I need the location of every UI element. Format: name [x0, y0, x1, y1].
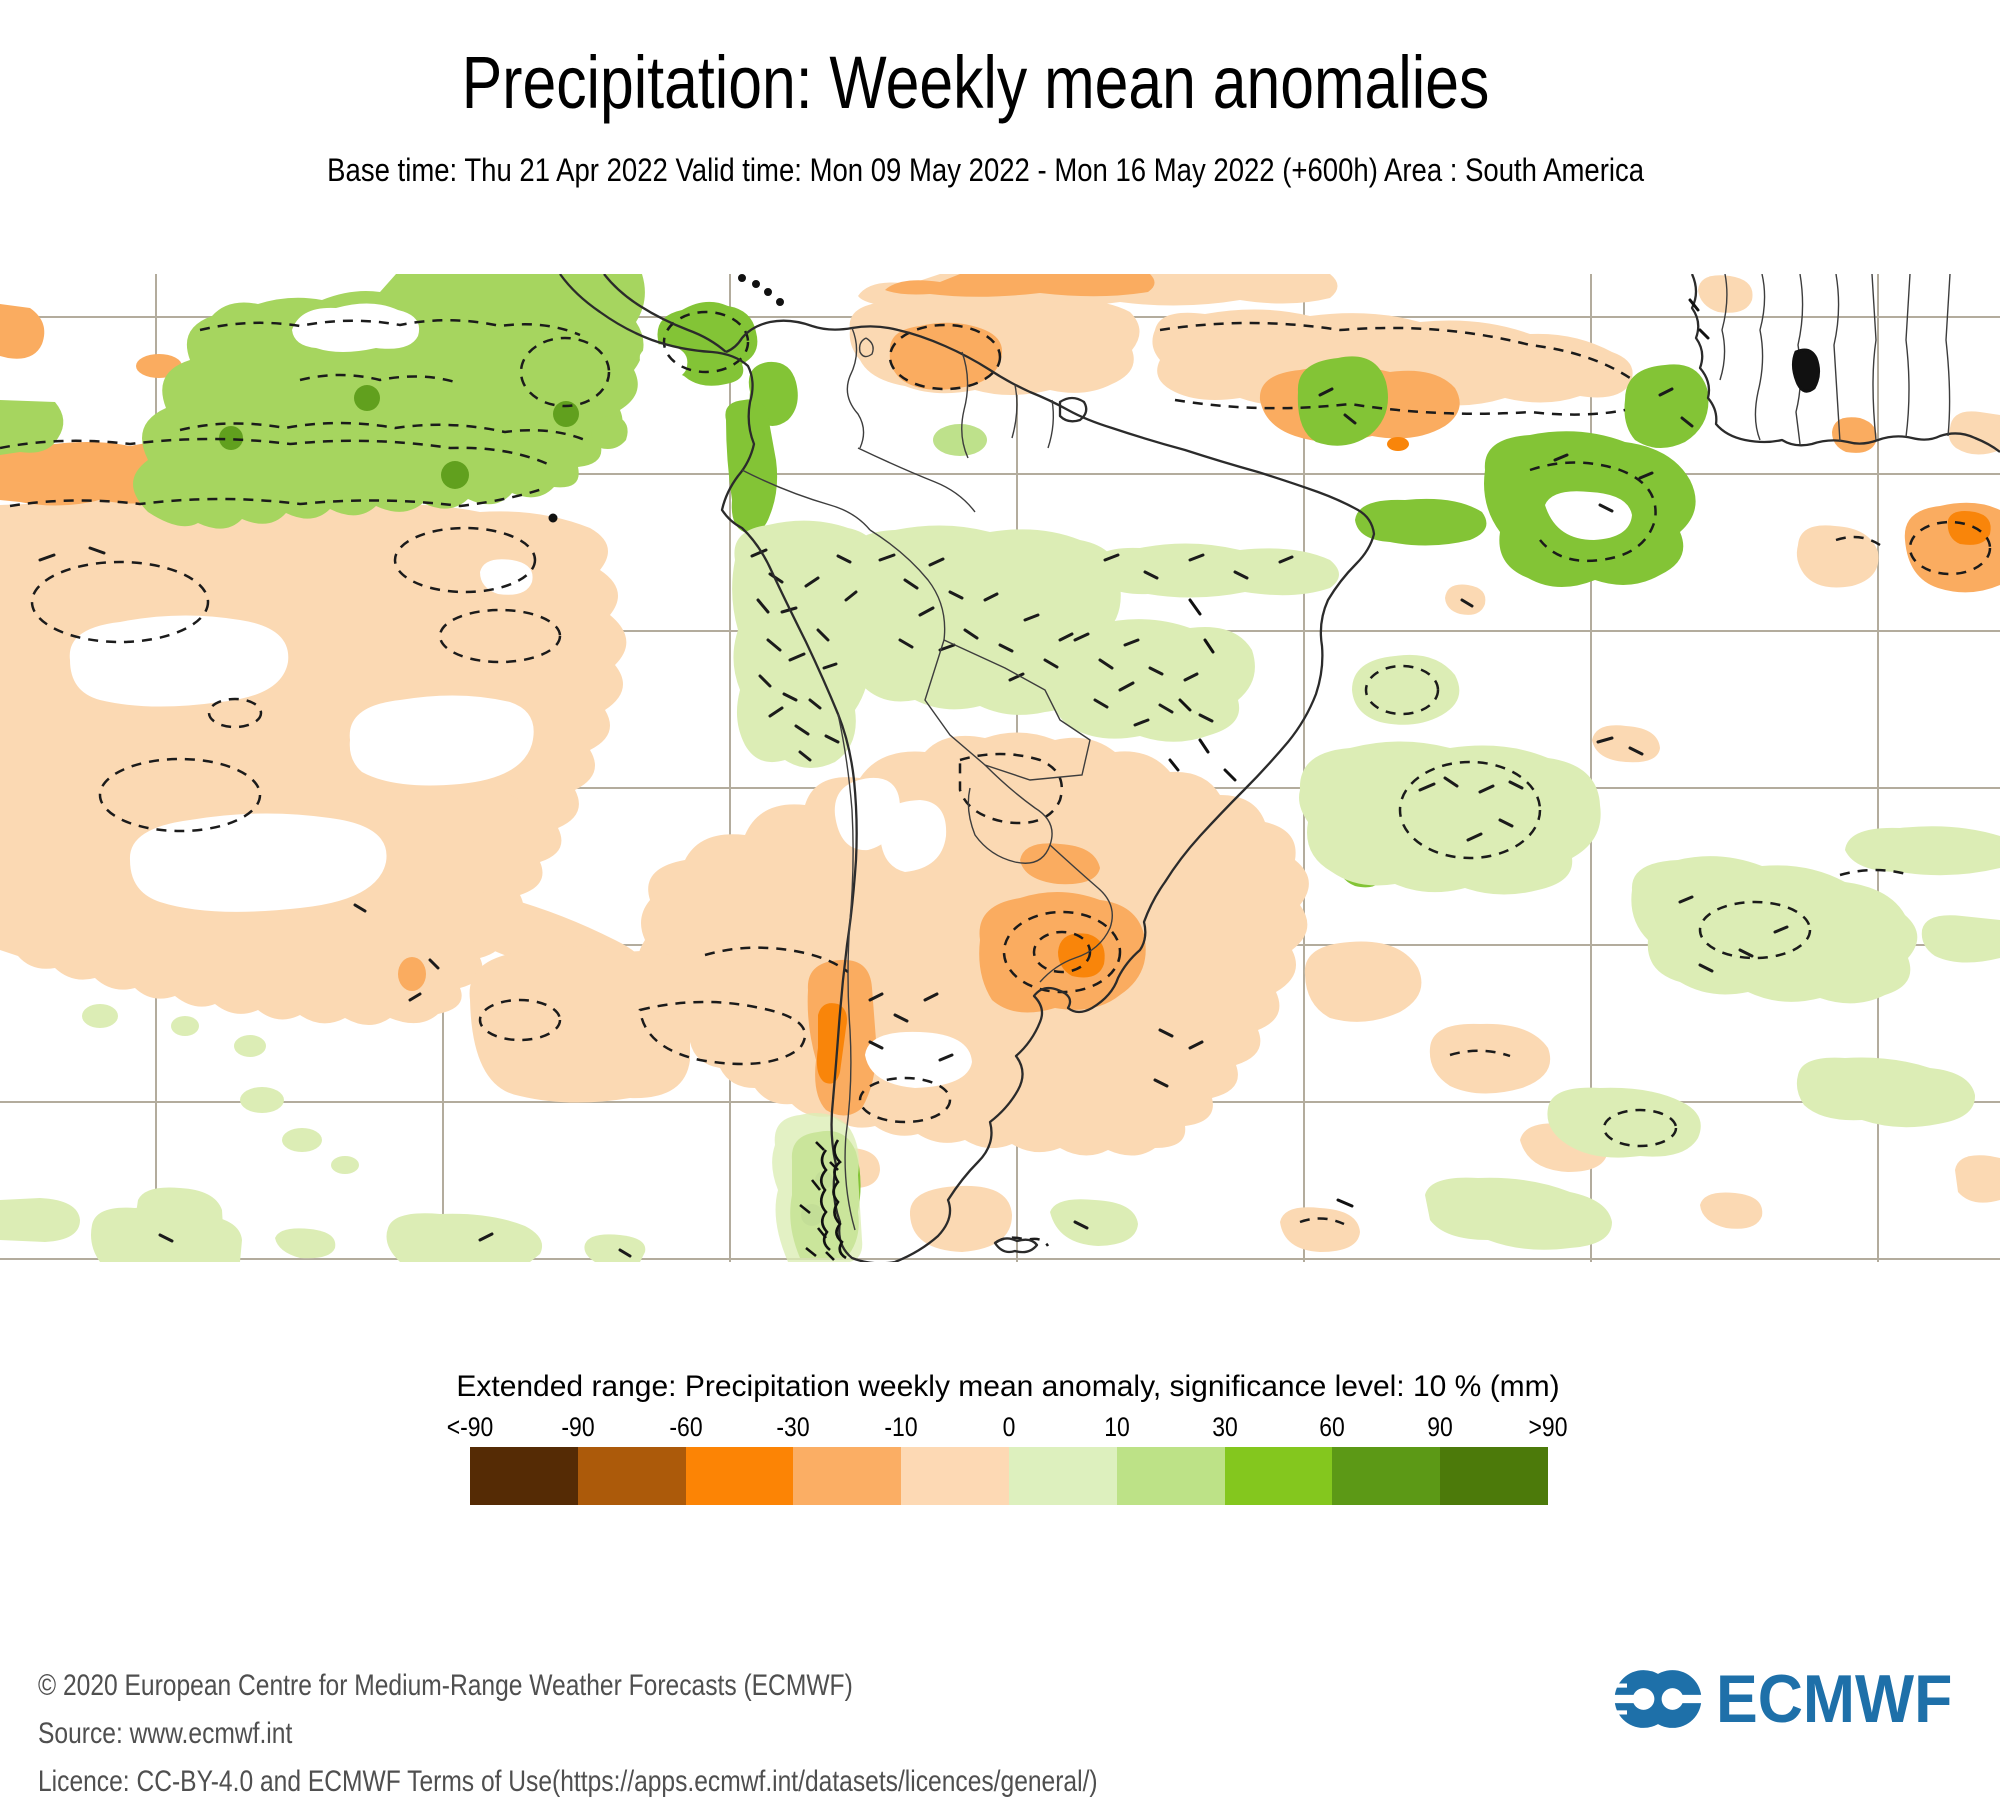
anomaly-map	[0, 273, 2000, 1265]
positive-anomaly-band	[0, 274, 645, 529]
fjords-coast-scribble	[799, 1139, 847, 1261]
page-title-text: Precipitation: Weekly mean anomalies	[462, 41, 1490, 124]
legend-color-swatch	[1332, 1447, 1441, 1505]
legend-tick-label: -60	[669, 1412, 703, 1442]
ecmwf-logo-text: ECMWF	[1716, 1661, 1953, 1737]
legend-tick-label: 0	[1002, 1412, 1016, 1442]
legend-tick-label: -90	[561, 1412, 595, 1442]
significance-contours	[0, 310, 1992, 1247]
legend-title: Extended range: Precipitation weekly mea…	[456, 1370, 1560, 1403]
legend-color-swatch	[470, 1447, 578, 1505]
legend-tick-label: 10	[1104, 1412, 1130, 1442]
page-title: Precipitation: Weekly mean anomalies	[0, 40, 1952, 125]
legend-tick-label: 90	[1427, 1412, 1453, 1442]
ecmwf-logo-icon	[1612, 1670, 1704, 1728]
legend-tick-label: 60	[1319, 1412, 1346, 1442]
legend-tick-label: >90	[1528, 1412, 1568, 1442]
legend-tick-label: <-90	[446, 1412, 494, 1442]
land-marks	[548, 274, 1821, 1208]
page-subtitle: Base time: Thu 21 Apr 2022 Valid time: M…	[0, 152, 1972, 189]
legend-tick-labels: <-90 -90 -60 -30 -10 0 10 30 60 90 >90	[0, 1412, 2000, 1442]
ecmwf-logo: ECMWF	[1612, 1660, 1973, 1738]
legend-color-swatch	[901, 1447, 1009, 1505]
anomaly-map-svg	[0, 273, 2000, 1265]
legend-tick-label: -10	[884, 1412, 918, 1442]
significance-scribbles	[38, 387, 1789, 1258]
positive-anomaly-pale-regions	[0, 520, 2000, 1262]
footer-line: Source: www.ecmwf.int	[38, 1717, 293, 1750]
country-borders	[741, 273, 1951, 1231]
footer-attribution: © 2020 European Centre for Medium-Range …	[38, 1662, 1330, 1806]
legend-color-swatch	[793, 1447, 902, 1505]
field-holes	[69, 303, 1632, 1088]
footer-line: Licence: CC-BY-4.0 and ECMWF Terms of Us…	[38, 1765, 1098, 1798]
legend-color-swatch	[685, 1447, 794, 1505]
legend-color-swatch	[1440, 1447, 1548, 1505]
footer-line: © 2020 European Centre for Medium-Range …	[38, 1669, 853, 1702]
legend-color-swatch	[1224, 1447, 1333, 1505]
legend-colorbar	[470, 1447, 1548, 1505]
legend-tick-label: -30	[776, 1412, 810, 1442]
coastlines	[559, 273, 2000, 1265]
legend-color-swatch	[577, 1447, 686, 1505]
page-subtitle-text: Base time: Thu 21 Apr 2022 Valid time: M…	[327, 152, 1645, 188]
legend-tick-label: 30	[1211, 1412, 1238, 1442]
legend-color-swatch	[1008, 1447, 1117, 1505]
legend-color-swatch	[1116, 1447, 1225, 1505]
